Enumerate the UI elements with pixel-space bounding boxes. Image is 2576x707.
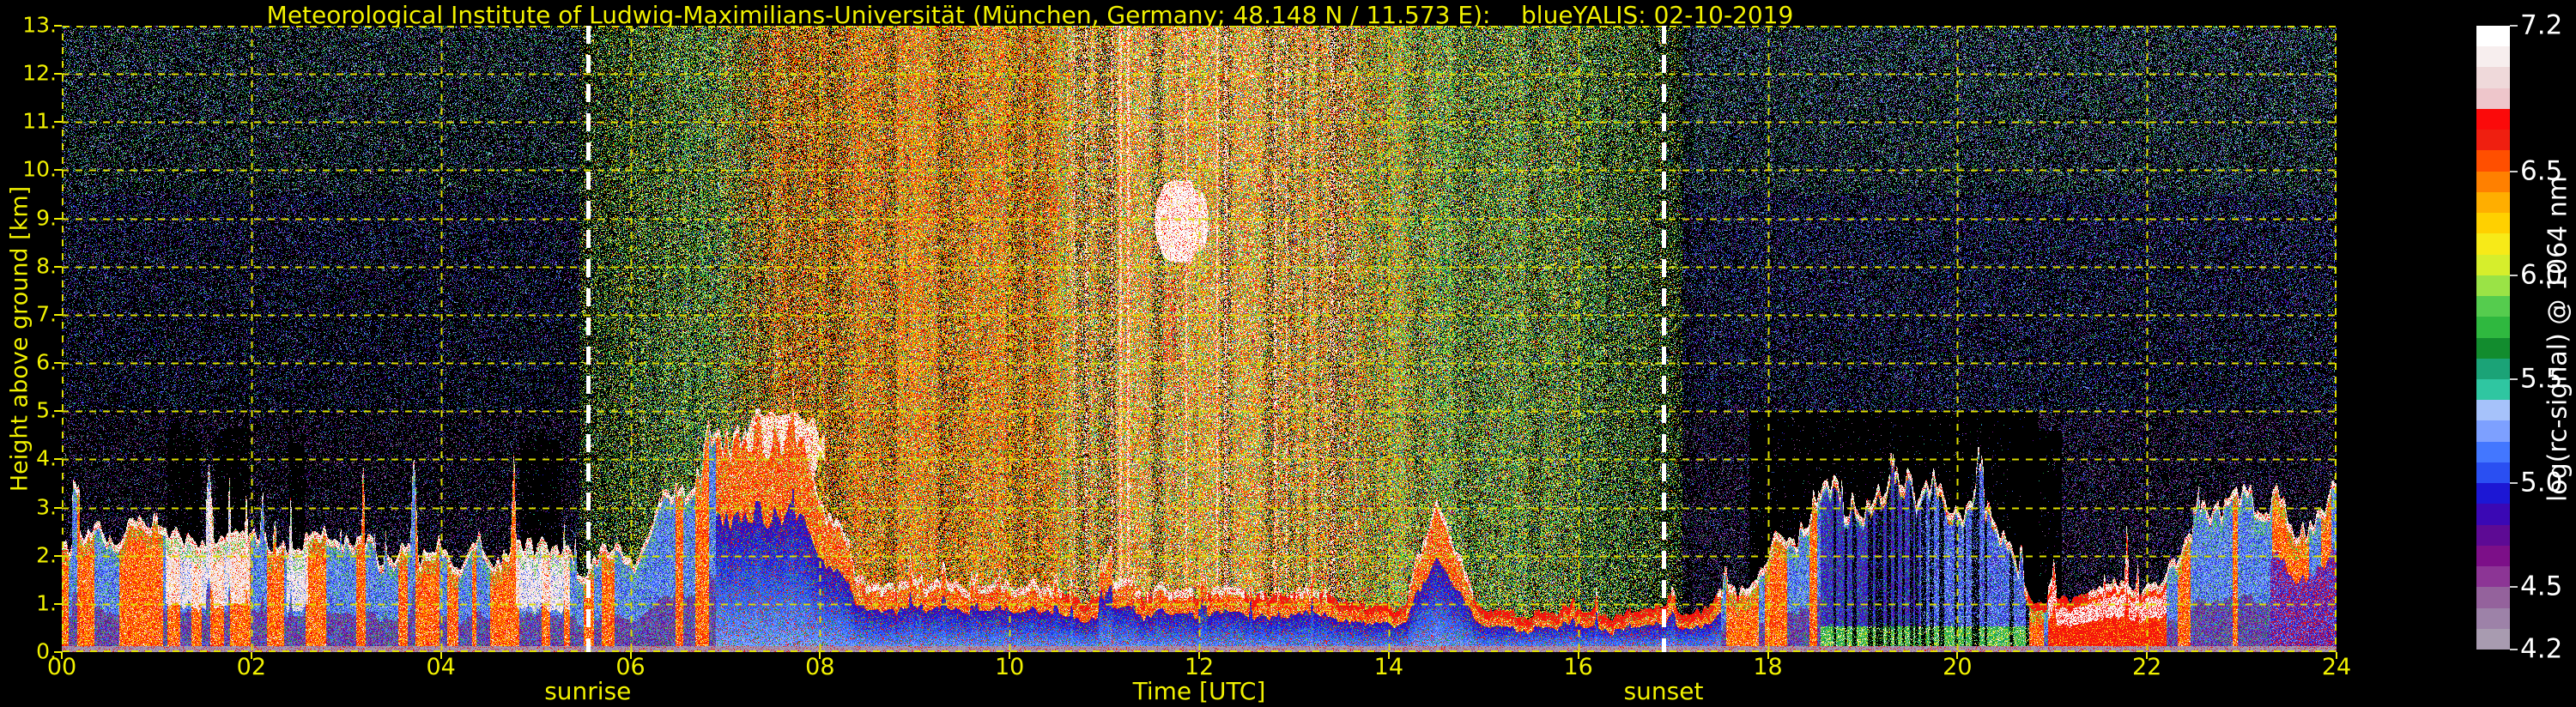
colorbar-band: [2476, 67, 2510, 88]
colorbar-band: [2476, 171, 2510, 192]
colorbar-band: [2476, 108, 2510, 130]
y-tick-mark: [54, 602, 62, 605]
y-tick-label: 0.: [36, 638, 57, 664]
x-tick-mark: [250, 652, 252, 659]
colorbar-band: [2476, 378, 2510, 401]
x-tick-mark: [1956, 652, 1959, 659]
sunset-label: sunset: [1623, 677, 1704, 705]
colorbar-band: [2476, 275, 2510, 297]
colorbar-band: [2476, 88, 2510, 109]
y-tick-mark: [54, 410, 62, 413]
colorbar-band: [2476, 607, 2510, 629]
colorbar-band: [2476, 233, 2510, 255]
colorbar-tick-mark: [2510, 482, 2518, 485]
colorbar-band: [2476, 441, 2510, 462]
colorbar-tick-mark: [2510, 378, 2518, 380]
y-tick-mark: [54, 169, 62, 172]
y-tick-label: 5.: [36, 397, 57, 423]
colorbar-band: [2476, 400, 2510, 421]
y-tick-label: 1.: [36, 590, 57, 616]
y-tick-mark: [54, 362, 62, 365]
y-tick-label: 12.: [22, 60, 57, 86]
y-tick-mark: [54, 73, 62, 76]
y-tick-label: 7.: [36, 301, 57, 327]
colorbar-band: [2476, 358, 2510, 379]
x-tick-mark: [1767, 652, 1769, 659]
y-tick-mark: [54, 121, 62, 124]
colorbar-tick-mark: [2510, 170, 2518, 172]
y-tick-mark: [54, 458, 62, 461]
y-tick-mark: [54, 554, 62, 557]
colorbar-tick-label: 6.5: [2520, 154, 2563, 186]
x-tick-mark: [439, 652, 442, 659]
colorbar-band: [2476, 130, 2510, 151]
y-tick-label: 10.: [22, 156, 57, 182]
colorbar-band: [2476, 296, 2510, 317]
colorbar-tick-mark: [2510, 274, 2518, 276]
figure-title: Meteorological Institute of Ludwig-Maxim…: [266, 1, 1794, 29]
colorbar-tick-label: 4.5: [2520, 571, 2563, 602]
x-tick-mark: [2336, 652, 2337, 659]
y-tick-mark: [54, 506, 62, 509]
colorbar-tick-mark: [2510, 649, 2518, 650]
lidar-heatmap-canvas: [62, 26, 2337, 652]
colorbar-tick-label: 5.0: [2520, 467, 2563, 499]
colorbar-band: [2476, 191, 2510, 214]
colorbar-title: log(rc-signal) @ 1064 nm: [2543, 175, 2573, 503]
x-axis-title: Time [UTC]: [1132, 677, 1266, 705]
y-tick-mark: [54, 25, 62, 27]
colorbar: [2476, 26, 2510, 650]
colorbar-band: [2476, 213, 2510, 234]
sunrise-label: sunrise: [544, 677, 632, 705]
colorbar-band: [2476, 545, 2510, 567]
y-tick-mark: [54, 217, 62, 220]
y-tick-label: 11.: [22, 108, 57, 134]
colorbar-band: [2476, 317, 2510, 338]
y-tick-mark: [54, 313, 62, 316]
y-tick-label: 3.: [36, 493, 57, 519]
colorbar-tick-label: 4.2: [2520, 633, 2563, 665]
y-tick-label: 2.: [36, 542, 57, 568]
x-tick-mark: [1577, 652, 1579, 659]
y-tick-label: 6.: [36, 349, 57, 375]
colorbar-band: [2476, 504, 2510, 525]
x-tick-mark: [629, 652, 632, 659]
colorbar-band: [2476, 628, 2510, 650]
x-tick-mark: [819, 652, 821, 659]
colorbar-band: [2476, 524, 2510, 546]
colorbar-band: [2476, 254, 2510, 275]
colorbar-band: [2476, 420, 2510, 442]
y-tick-label: 4.: [36, 445, 57, 471]
colorbar-tick-label: 7.2: [2520, 9, 2563, 41]
x-tick-mark: [61, 652, 63, 659]
colorbar-tick-label: 5.5: [2520, 363, 2563, 395]
colorbar-band: [2476, 150, 2510, 172]
colorbar-band: [2476, 26, 2510, 47]
colorbar-tick-label: 6.0: [2520, 259, 2563, 291]
y-tick-label: 8.: [36, 253, 57, 279]
y-tick-label: 9.: [36, 204, 57, 230]
y-tick-mark: [54, 265, 62, 268]
x-tick-mark: [1009, 652, 1011, 659]
x-tick-mark: [1198, 652, 1200, 659]
x-tick-mark: [1387, 652, 1390, 659]
colorbar-tick-mark: [2510, 586, 2518, 589]
y-axis-title: Height above ground [km]: [6, 185, 33, 492]
colorbar-band: [2476, 46, 2510, 68]
y-tick-label: 13.: [22, 12, 57, 38]
x-tick-mark: [2146, 652, 2149, 659]
colorbar-band: [2476, 337, 2510, 359]
colorbar-band: [2476, 462, 2510, 484]
colorbar-band: [2476, 566, 2510, 588]
colorbar-tick-mark: [2510, 25, 2518, 27]
y-tick-mark: [54, 651, 62, 653]
colorbar-band: [2476, 483, 2510, 505]
colorbar-band: [2476, 587, 2510, 608]
